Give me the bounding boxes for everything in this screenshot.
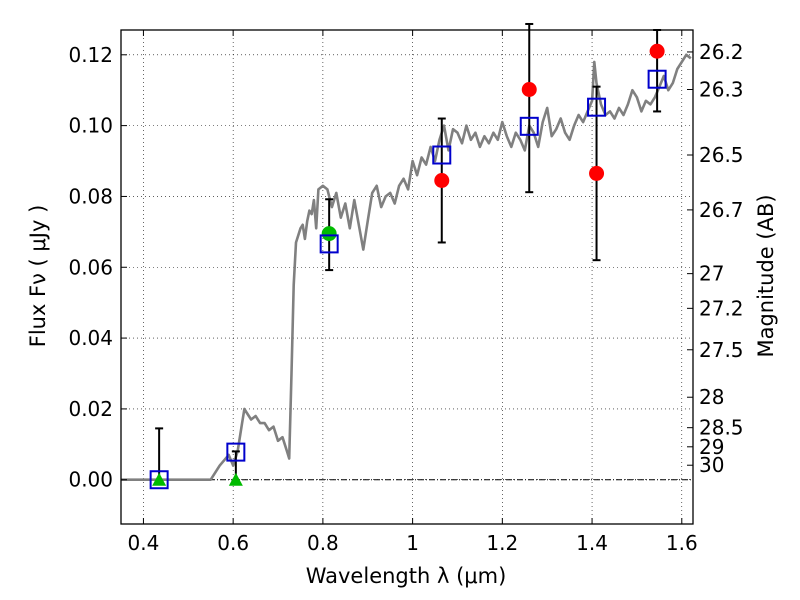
model-flux-square [432,145,452,165]
data-point-circle [321,226,337,242]
y2-axis-title: Magnitude (AB) [754,194,778,357]
model-flux-square [149,470,169,490]
x-tick-label: 0.6 [217,531,249,555]
y2-tick-label: 30 [699,453,724,477]
y-tick-label: 0.06 [68,255,113,279]
x-tick-label: 0.4 [128,531,160,555]
y-tick-label: 0.00 [68,468,113,492]
markers [149,43,667,490]
x-tick-label: 1 [406,531,419,555]
y2-tick-label: 26.5 [699,143,744,167]
y2-tick-label: 27 [699,262,724,286]
x-tick-labels: 0.4 0.6 0.8 1 1.2 1.4 1.6 [128,531,698,555]
y2-tick-label: 29 [699,435,724,459]
upper-limit-triangle [152,472,167,486]
data-point-circle [521,81,537,97]
model-flux-square [587,97,607,117]
y2-tick-label: 26.7 [699,198,744,222]
x-tick-label: 1.4 [576,531,608,555]
data-point-circle [434,173,450,189]
model-flux-square [319,234,339,254]
y2-tick-label: 26.2 [699,40,744,64]
x-tick-label: 1.2 [486,531,518,555]
y2-tick-label: 27.5 [699,338,744,362]
y-tick-label: 0.04 [68,326,113,350]
y2-tick-label: 27.2 [699,296,744,320]
upper-limit-triangle [228,472,243,486]
y2-tick-label: 28.5 [699,416,744,440]
ticks [121,30,693,524]
x-axis-title: Wavelength λ (μm) [306,564,507,588]
y-axis-title: Flux Fν ( μJy ) [26,205,50,348]
x-tick-label: 0.8 [307,531,339,555]
y2-tick-label: 26.3 [699,77,744,101]
y-tick-label: 0.12 [68,43,113,67]
model-flux-square [647,69,667,89]
model-flux-square [519,116,539,136]
y-tick-label: 0.08 [68,184,113,208]
y2-tick-label: 28 [699,385,724,409]
y-tick-label: 0.10 [68,114,113,138]
plot-frame [120,29,694,525]
data-point-circle [589,165,605,181]
model-flux-square [226,442,246,462]
data-point-circle [649,43,665,59]
y-tick-label: 0.02 [68,397,113,421]
x-tick-label: 1.6 [666,531,698,555]
y-tick-labels: 0.00 0.02 0.04 0.06 0.08 0.10 0.12 [68,43,113,492]
plot-background [121,30,693,524]
